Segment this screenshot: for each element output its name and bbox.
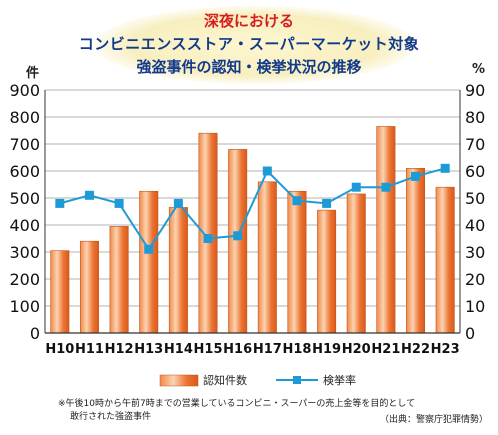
rate-point <box>381 182 391 192</box>
x-tick-label: H20 <box>342 342 371 357</box>
x-tick-label: H16 <box>223 342 252 357</box>
legend-line-marker <box>293 376 301 384</box>
x-tick-label: H11 <box>75 342 104 357</box>
bar <box>346 193 366 334</box>
bar <box>257 181 277 334</box>
chart-title-line3: 強盗事件の認知・検挙状況の推移 <box>136 58 362 76</box>
axes: 0 0 100 10 200 20 300 30 400 40 500 50 600 60 700 70 800… <box>9 81 485 357</box>
bar <box>198 132 218 334</box>
rate-point <box>84 190 94 200</box>
bar <box>50 250 70 334</box>
rate-point <box>233 231 243 241</box>
source-credit: （出典：警察庁犯罪情勢） <box>379 415 488 425</box>
y-tick-right: 80 <box>465 108 485 127</box>
y-tick-right: 20 <box>465 270 485 289</box>
bar <box>79 240 99 334</box>
legend-line-label: 検挙率 <box>323 373 356 387</box>
x-tick-label: H22 <box>401 342 430 357</box>
x-tick-label: H18 <box>282 342 311 357</box>
y-tick-right: 60 <box>465 162 485 181</box>
chart-title-line1: 深夜における <box>203 12 294 30</box>
grid-lines <box>45 89 460 307</box>
rate-point <box>203 234 213 243</box>
x-tick-label: H21 <box>371 342 400 357</box>
x-tick-label: H12 <box>105 342 134 357</box>
left-axis-unit: 件 <box>26 66 40 81</box>
y-tick-left: 200 <box>9 270 40 289</box>
chart-title-line2: コンビニエンスストア・スーパーマーケット対象 <box>78 35 420 53</box>
rate-point <box>351 182 361 192</box>
bar <box>317 209 337 334</box>
y-tick-right: 90 <box>465 81 485 100</box>
bar <box>168 207 188 334</box>
footnote-line1: ※午後10時から午前7時までの営業しているコンビニ・スーパーの売上金等を目的とし… <box>58 399 416 409</box>
rate-point <box>440 163 450 173</box>
y-tick-left: 600 <box>9 162 40 181</box>
rate-point <box>322 198 332 208</box>
line-series <box>55 163 450 254</box>
bar <box>287 190 307 334</box>
y-tick-right: 70 <box>465 135 485 154</box>
legend: 認知件数 検挙率 <box>159 373 356 387</box>
y-tick-left: 800 <box>9 108 40 127</box>
y-tick-right: 0 <box>465 324 475 343</box>
bar-series <box>50 126 455 334</box>
x-tick-label: H15 <box>194 342 223 357</box>
bar <box>406 168 426 334</box>
y-tick-right: 40 <box>465 216 485 235</box>
y-tick-left: 300 <box>9 243 40 262</box>
bar <box>435 186 455 334</box>
rate-point <box>55 198 65 208</box>
bar <box>376 126 396 334</box>
rate-line <box>59 167 446 252</box>
x-tick-label: H13 <box>134 342 163 357</box>
right-axis-unit: % <box>472 62 486 77</box>
x-tick-label: H19 <box>312 342 341 357</box>
footnote-line2: 敢行された強盗事件 <box>70 412 152 422</box>
x-tick-label: H17 <box>253 342 282 357</box>
rate-point <box>114 198 124 208</box>
y-tick-left: 900 <box>9 81 40 100</box>
y-tick-right: 30 <box>465 243 485 262</box>
footnote: ※午後10時から午前7時までの営業しているコンビニ・スーパーの売上金等を目的とし… <box>58 398 415 424</box>
rate-point <box>173 198 183 208</box>
y-tick-left: 700 <box>9 135 40 154</box>
legend-bar-label: 認知件数 <box>203 373 247 387</box>
rate-point <box>144 244 154 254</box>
y-tick-left: 500 <box>9 189 40 208</box>
bar <box>139 190 159 334</box>
rate-point <box>292 196 302 206</box>
y-tick-left: 400 <box>9 216 40 235</box>
x-tick-label: H14 <box>164 342 193 357</box>
y-tick-right: 50 <box>465 189 485 208</box>
x-tick-label: H10 <box>45 342 74 357</box>
title-highlight <box>95 6 415 84</box>
y-tick-right: 10 <box>465 297 485 316</box>
y-tick-left: 0 <box>30 324 40 343</box>
bar <box>109 226 129 334</box>
bar <box>228 149 248 334</box>
legend-bar-swatch <box>159 374 199 387</box>
rate-point <box>411 171 421 181</box>
x-tick-label: H23 <box>431 342 460 357</box>
y-tick-left: 100 <box>9 297 40 316</box>
rate-point <box>262 166 272 176</box>
